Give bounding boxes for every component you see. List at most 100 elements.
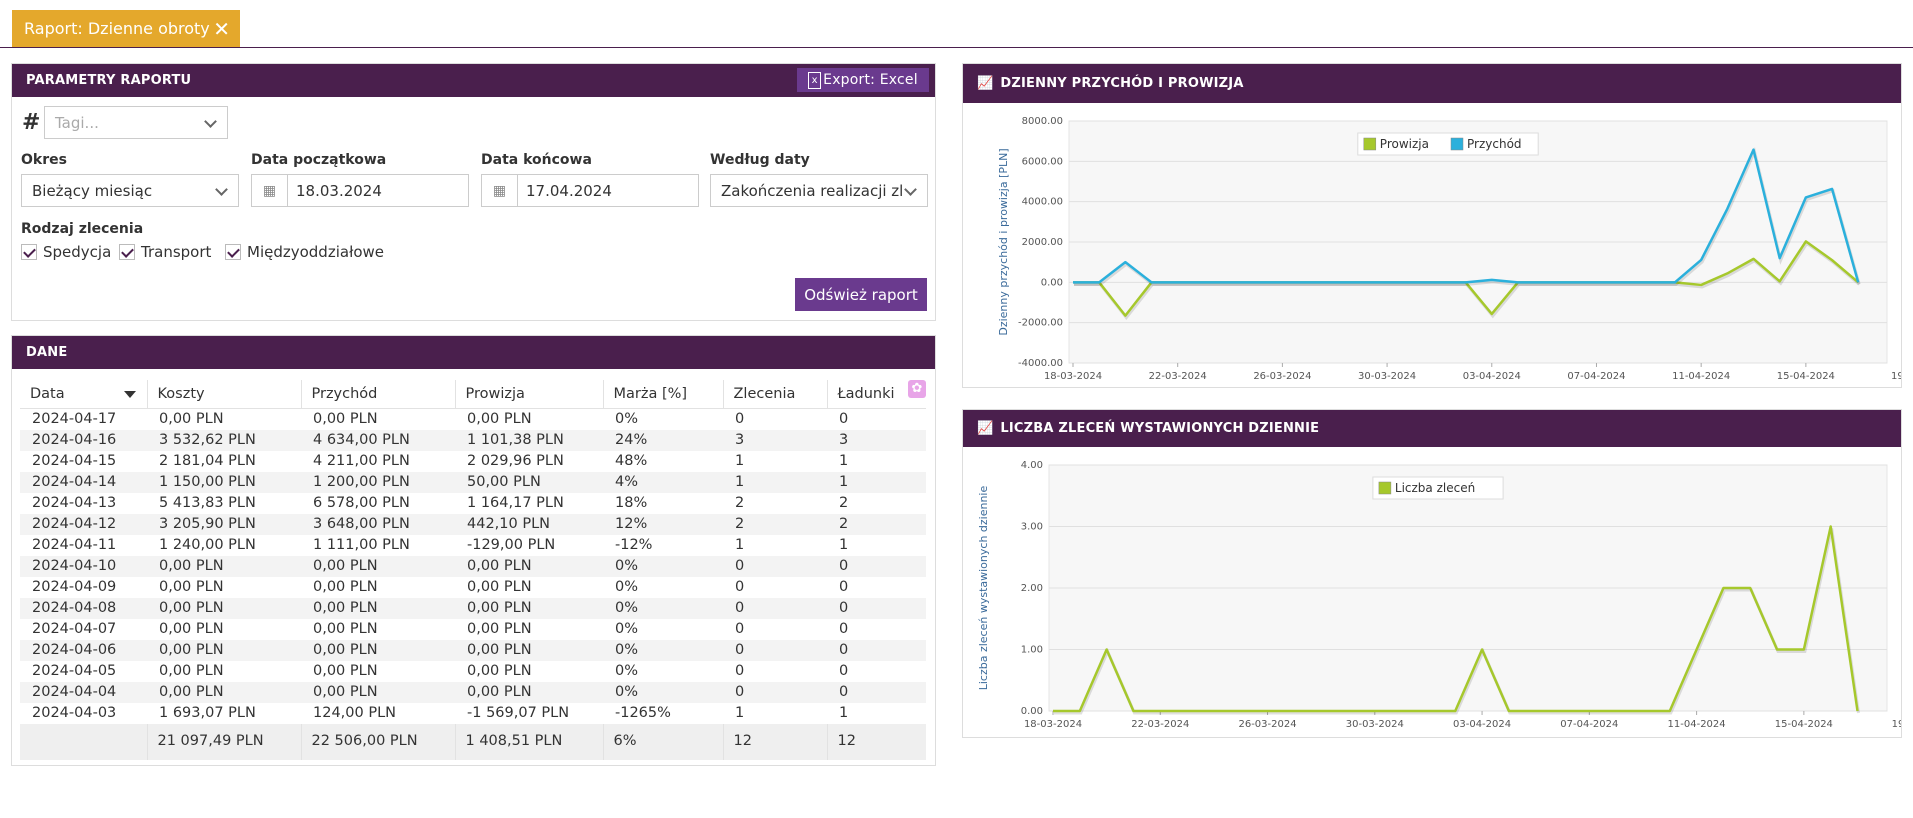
table-row: 2024-04-17 0,00 PLN 0,00 PLN 0,00 PLN 0% 0 0: [20, 408, 926, 430]
tab-title: Raport: Dzienne obroty: [24, 19, 210, 38]
export-excel-label: Export: Excel: [823, 72, 918, 88]
end-date-input[interactable]: ▦ 17.04.2024: [481, 174, 699, 207]
table-cell: 0%: [615, 620, 639, 637]
close-icon[interactable]: ✕: [213, 17, 230, 41]
table-cell: 1: [839, 704, 849, 721]
data-title: DANE: [26, 345, 68, 360]
y-tick-label: -4000.00: [1018, 358, 1063, 369]
table-cell: 2024-04-14: [20, 471, 147, 493]
by-date-select[interactable]: Zakończenia realizacji zl: [710, 174, 928, 207]
table-row: 2024-04-09 0,00 PLN 0,00 PLN 0,00 PLN 0% 0 0: [20, 577, 926, 598]
column-header-label: Marża [%]: [613, 385, 688, 402]
table-cell: 3 205,90 PLN: [147, 513, 301, 535]
chart-line-icon: 📈: [977, 76, 994, 91]
column-header-orders[interactable]: Zlecenia: [722, 380, 827, 409]
table-cell: 0: [723, 555, 827, 577]
column-header-commission[interactable]: Prowizja: [454, 380, 603, 409]
table-cell: 2024-04-07: [32, 620, 117, 637]
period-select[interactable]: Bieżący miesiąc: [21, 174, 239, 207]
tags-select[interactable]: Tagi...: [44, 106, 228, 139]
x-tick-label: 07-04-2024: [1560, 719, 1618, 730]
column-header-date[interactable]: Data: [20, 380, 147, 409]
checkbox-checked-icon[interactable]: [119, 244, 135, 260]
x-tick-label: 30-03-2024: [1358, 371, 1416, 382]
table-cell: 0: [735, 410, 745, 427]
refresh-report-button[interactable]: Odśwież raport: [795, 278, 927, 311]
checkbox-checked-icon[interactable]: [21, 244, 37, 260]
start-date-input[interactable]: ▦ 18.03.2024: [251, 174, 469, 207]
column-header-label: Ładunki: [837, 385, 895, 402]
report-params-header: PARAMETRY RAPORTU x Export: Excel: [12, 64, 935, 97]
table-cell: -12%: [615, 536, 653, 553]
legend: [1372, 476, 1504, 500]
table-cell: 3: [723, 429, 827, 451]
tags-placeholder: Tagi...: [55, 113, 99, 132]
total-cell: 1 408,51 PLN: [454, 723, 603, 760]
column-header-margin[interactable]: Marża [%]: [602, 380, 723, 409]
table-cell: 0,00 PLN: [147, 681, 301, 703]
table-cell: 1 240,00 PLN: [159, 536, 256, 553]
hashtag-icon: #: [22, 110, 41, 135]
table-cell: 0,00 PLN: [467, 410, 532, 427]
column-header-loads[interactable]: Ładunki ✿: [826, 380, 926, 409]
table-cell: 1: [735, 452, 745, 469]
table-cell: 0,00 PLN: [313, 578, 378, 595]
checkbox-interbranch[interactable]: Międzyoddziałowe: [225, 243, 384, 261]
table-cell: 2: [839, 494, 849, 511]
column-header-costs[interactable]: Koszty: [146, 380, 301, 409]
table-cell: 0,00 PLN: [147, 555, 301, 577]
x-tick-label: 18-03-2024: [1024, 719, 1082, 730]
period-value: Bieżący miesiąc: [32, 181, 153, 200]
table-cell: 0,00 PLN: [301, 639, 455, 661]
table-cell: 0,00 PLN: [301, 555, 455, 577]
table-cell: 1: [839, 452, 849, 469]
table-cell: 2024-04-16: [20, 429, 147, 451]
table-cell: 0: [735, 578, 745, 595]
table-cell: 6 578,00 PLN: [313, 494, 410, 511]
series-shadow: [1054, 528, 1860, 715]
checkbox-spedycja-label: Spedycja: [43, 243, 112, 261]
table-cell: 1 164,17 PLN: [467, 494, 564, 511]
checkbox-interbranch-label: Międzyoddziałowe: [247, 243, 384, 261]
table-cell: 0,00 PLN: [301, 681, 455, 703]
table-cell: 0: [827, 555, 926, 577]
table-row: 2024-04-05 0,00 PLN 0,00 PLN 0,00 PLN 0% 0 0: [20, 661, 926, 682]
report-params-title: PARAMETRY RAPORTU: [26, 73, 192, 88]
table-cell: 1: [827, 471, 926, 493]
table-cell: 2024-04-08: [20, 597, 147, 619]
checkbox-spedycja[interactable]: Spedycja: [21, 243, 111, 261]
revenue-chart-panel: 📈 DZIENNY PRZYCHÓD I PROWIZJA 8000.00 600…: [962, 63, 1913, 388]
table-cell: 2024-04-15: [32, 452, 117, 469]
column-header-label: Zlecenia: [733, 385, 796, 402]
column-header-label: Data: [30, 385, 65, 402]
table-cell: 2 181,04 PLN: [159, 452, 256, 469]
tab-daily-turnover[interactable]: Raport: Dzienne obroty ✕: [12, 10, 240, 47]
gear-icon[interactable]: ✿: [908, 380, 926, 398]
export-excel-button[interactable]: x Export: Excel: [797, 68, 929, 92]
table-cell: 0%: [615, 578, 639, 595]
table-cell: 0: [723, 639, 827, 661]
table-cell: 3 648,00 PLN: [301, 513, 455, 535]
table-cell: 0,00 PLN: [313, 662, 378, 679]
x-tick-label: 26-03-2024: [1253, 371, 1311, 382]
table-cell: 0,00 PLN: [455, 639, 603, 661]
table-cell: 0%: [603, 681, 723, 703]
x-tick-label: 15-04-2024: [1775, 719, 1833, 730]
chevron-down-icon: [904, 183, 917, 196]
checkbox-checked-icon[interactable]: [225, 244, 241, 260]
column-header-revenue[interactable]: Przychód: [300, 380, 455, 409]
table-cell: 0,00 PLN: [467, 578, 532, 595]
revenue-chart-header: 📈 DZIENNY PRZYCHÓD I PROWIZJA: [963, 64, 1901, 103]
table-cell: 0: [723, 597, 827, 619]
orders-chart: 4.00 3.00 2.00 1.00 0.00 18-03-2024 22-03-2024…: [977, 460, 1913, 730]
checkbox-transport[interactable]: Transport: [119, 243, 211, 261]
total-cell: 22 506,00 PLN: [300, 723, 455, 760]
table-cell: 50,00 PLN: [455, 471, 603, 493]
order-type-label: Rodzaj zlecenia: [21, 221, 144, 237]
end-date-value: 17.04.2024: [526, 181, 612, 200]
table-cell: 1 693,07 PLN: [159, 704, 256, 721]
table-cell: 1 200,00 PLN: [301, 471, 455, 493]
table-cell: 2024-04-12: [20, 513, 147, 535]
x-tick-label: 07-04-2024: [1567, 371, 1625, 382]
chevron-down-icon: [204, 115, 217, 128]
